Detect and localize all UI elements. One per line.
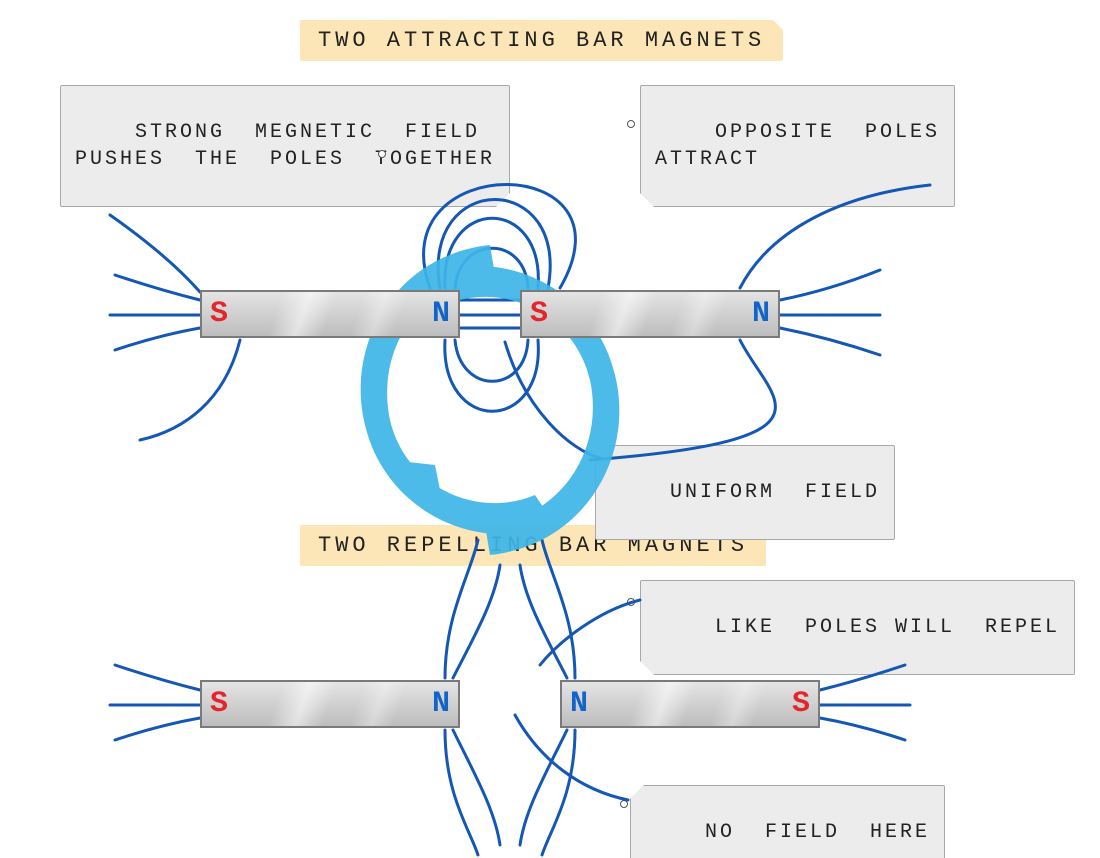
diagram-canvas: TWO ATTRACTING BAR MAGNETS TWO REPELLING… <box>0 0 1100 858</box>
magnet-repelling-right: N S <box>560 680 820 728</box>
pole-label: S <box>210 297 228 331</box>
magnet-repelling-left: S N <box>200 680 460 728</box>
pole-label: S <box>530 297 548 331</box>
watermark-logo <box>335 225 645 575</box>
pole-label: N <box>432 687 450 721</box>
pole-label: N <box>752 297 770 331</box>
pole-label: N <box>432 297 450 331</box>
magnet-attracting-right: S N <box>520 290 780 338</box>
pole-label: S <box>792 687 810 721</box>
pole-label: N <box>570 687 588 721</box>
pole-label: S <box>210 687 228 721</box>
magnet-attracting-left: S N <box>200 290 460 338</box>
